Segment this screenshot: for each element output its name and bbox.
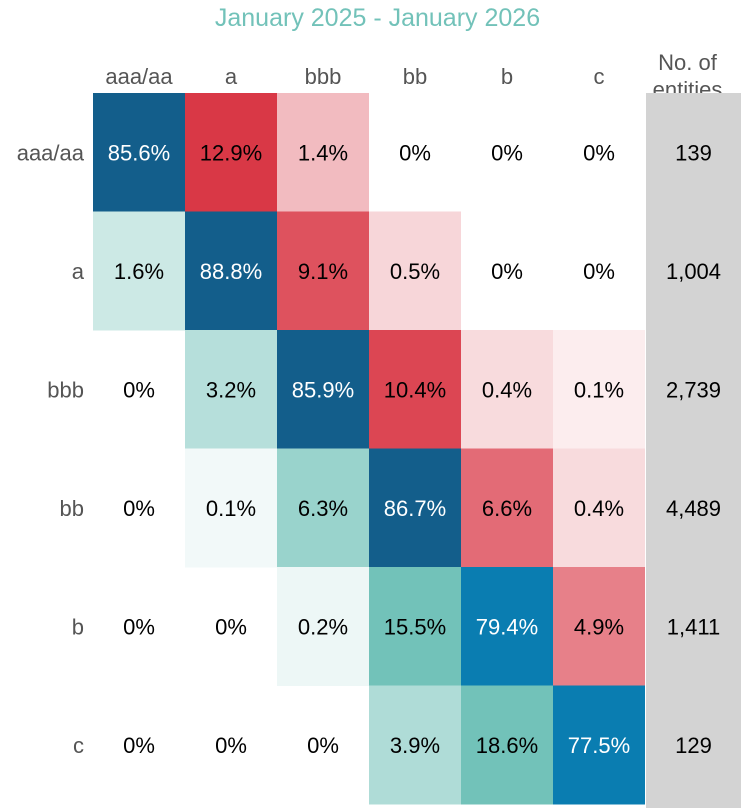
cell-value-label: 9.1% xyxy=(298,259,348,284)
row-label: bb xyxy=(60,496,84,521)
cell-value-label: 0% xyxy=(123,377,155,402)
cell-value-label: 0% xyxy=(491,259,523,284)
cell-value-label: 6.6% xyxy=(482,496,532,521)
heatmap-cell xyxy=(461,448,553,568)
heatmap-labels: 85.6% 12.9% 1.4% 0% 0% 0% 1.6% 88.8% 9.1% 0.5% 0% 0… xyxy=(17,64,721,758)
heatmap-cell xyxy=(369,685,461,805)
chart-title: January 2025 - January 2026 xyxy=(214,4,541,32)
column-label: a xyxy=(225,64,238,89)
cell-value-label: 0.1% xyxy=(206,496,256,521)
cell-value-label: 10.4% xyxy=(384,377,446,402)
heatmap-cell xyxy=(185,330,277,449)
heatmap-cell xyxy=(553,567,645,686)
column-label: bbb xyxy=(305,64,342,89)
cell-value-label: 0% xyxy=(123,496,155,521)
heatmap-cell xyxy=(553,685,645,805)
cell-value-label: 0% xyxy=(399,140,431,165)
heatmap-cell xyxy=(277,93,369,212)
cell-value-label: 85.6% xyxy=(108,140,170,165)
heatmap-cell xyxy=(277,211,369,331)
entity-count-label: 4,489 xyxy=(666,496,721,521)
heatmap-cell xyxy=(93,211,185,331)
cell-value-label: 0.4% xyxy=(482,377,532,402)
cell-value-label: 1.6% xyxy=(114,259,164,284)
entity-count-label: 1,411 xyxy=(667,614,720,639)
cell-value-label: 3.9% xyxy=(390,733,440,758)
heatmap-cell xyxy=(553,330,645,449)
heatmap-cell xyxy=(461,685,553,805)
cell-value-label: 86.7% xyxy=(384,496,446,521)
heatmap-cell xyxy=(277,330,369,449)
row-label: a xyxy=(72,259,85,284)
cell-value-label: 0.2% xyxy=(298,614,348,639)
heatmap-cell xyxy=(277,448,369,568)
cell-value-label: 15.5% xyxy=(384,614,446,639)
cell-value-label: 0% xyxy=(307,733,339,758)
heatmap-cell xyxy=(369,448,461,568)
entity-count-label: 1,004 xyxy=(666,259,721,284)
cell-value-label: 79.4% xyxy=(476,614,538,639)
cell-value-label: 18.6% xyxy=(476,733,538,758)
row-label: b xyxy=(72,614,84,639)
entity-count-label: 2,739 xyxy=(666,377,721,402)
cell-value-label: 85.9% xyxy=(292,377,354,402)
heatmap-cell xyxy=(93,93,185,212)
heatmap-cell xyxy=(369,211,461,331)
row-label: aaa/aa xyxy=(17,140,85,165)
heatmap-cell xyxy=(461,567,553,686)
column-label: b xyxy=(501,64,513,89)
cell-value-label: 0% xyxy=(583,140,615,165)
heatmap-cell xyxy=(553,448,645,568)
cell-value-label: 0.4% xyxy=(574,496,624,521)
cell-value-label: 4.9% xyxy=(574,614,624,639)
cell-value-label: 0.1% xyxy=(574,377,624,402)
cell-value-label: 1.4% xyxy=(298,140,348,165)
row-label: bbb xyxy=(47,377,84,402)
entity-count-label: 139 xyxy=(675,140,712,165)
heatmap-cell xyxy=(369,330,461,449)
heatmap-cell xyxy=(185,448,277,568)
cell-value-label: 12.9% xyxy=(200,140,262,165)
count-column-background xyxy=(646,93,741,808)
cell-value-label: 0.5% xyxy=(390,259,440,284)
row-label: c xyxy=(73,733,84,758)
cell-value-label: 0% xyxy=(215,733,247,758)
heatmap-cell xyxy=(277,567,369,686)
heatmap-cell xyxy=(185,93,277,212)
column-label: aaa/aa xyxy=(105,64,173,89)
cell-value-label: 0% xyxy=(491,140,523,165)
heatmap-cell xyxy=(461,330,553,449)
column-label: c xyxy=(594,64,605,89)
count-column xyxy=(646,93,741,808)
cell-value-label: 77.5% xyxy=(568,733,630,758)
cell-value-label: 3.2% xyxy=(206,377,256,402)
entity-count-label: 129 xyxy=(675,733,712,758)
count-header-line-1: No. of xyxy=(658,50,718,75)
column-label: bb xyxy=(403,64,427,89)
heatmap-cell xyxy=(369,567,461,686)
cell-value-label: 0% xyxy=(215,614,247,639)
cell-value-label: 0% xyxy=(583,259,615,284)
cell-value-label: 0% xyxy=(123,733,155,758)
heatmap-cell xyxy=(185,211,277,331)
cell-value-label: 6.3% xyxy=(298,496,348,521)
cell-value-label: 0% xyxy=(123,614,155,639)
cell-value-label: 88.8% xyxy=(200,259,262,284)
